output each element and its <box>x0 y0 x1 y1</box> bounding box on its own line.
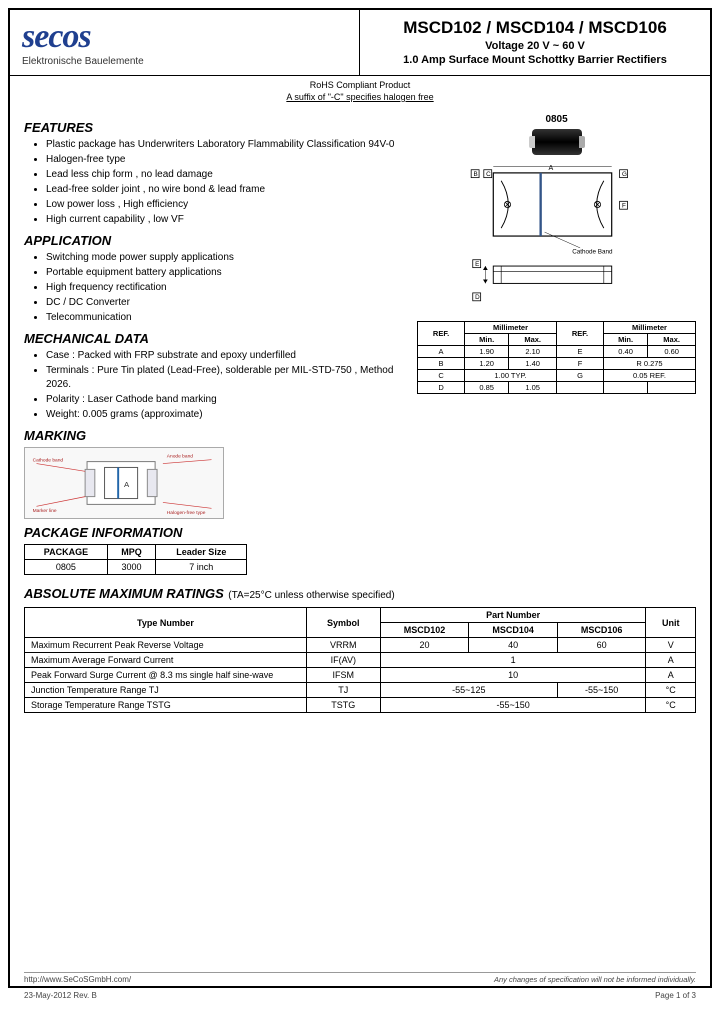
pkg-c1: 0805 <box>25 560 108 575</box>
table-row: A1.902.10E0.400.60 <box>418 346 696 358</box>
svg-text:E: E <box>475 261 479 268</box>
table-row: Storage Temperature Range TSTGTSTG-55~15… <box>25 698 696 713</box>
marking-heading: MARKING <box>24 428 409 443</box>
application-heading: APPLICATION <box>24 233 409 248</box>
ratings-table: Type Number Symbol Part Number Unit MSCD… <box>24 607 696 713</box>
footer-date: 23-May-2012 Rev. B <box>24 991 97 1000</box>
right-column: 0805 B C A <box>417 114 696 575</box>
content-area: FEATURES Plastic package has Underwriter… <box>10 108 710 585</box>
list-item: Polarity : Laser Cathode band marking <box>46 393 409 407</box>
features-heading: FEATURES <box>24 120 409 135</box>
svg-text:Anode band: Anode band <box>167 454 194 460</box>
list-item: Halogen-free type <box>46 153 409 167</box>
left-column: FEATURES Plastic package has Underwriter… <box>24 114 409 575</box>
list-item: High current capability , low VF <box>46 213 409 227</box>
technical-drawing: B C A G F Cathode Band E D <box>417 165 696 315</box>
desc-line: 1.0 Amp Surface Mount Schottky Barrier R… <box>372 54 698 66</box>
rt-part: Part Number <box>380 608 646 623</box>
pkg-h2: MPQ <box>107 545 155 560</box>
features-list: Plastic package has Underwriters Laborat… <box>24 138 409 227</box>
logo-text: secos <box>22 18 347 56</box>
package-heading: PACKAGE INFORMATION <box>24 525 409 540</box>
svg-text:G: G <box>622 171 627 178</box>
rt-sym: Symbol <box>306 608 380 638</box>
list-item: Lead less chip form , no lead damage <box>46 168 409 182</box>
list-item: High frequency rectification <box>46 281 409 295</box>
list-item: Terminals : Pure Tin plated (Lead-Free),… <box>46 364 409 392</box>
rt-unit: Unit <box>646 608 696 638</box>
datasheet-page: secos Elektronische Bauelemente MSCD102 … <box>8 8 712 988</box>
rt-p3: MSCD106 <box>557 623 646 638</box>
table-row: Maximum Average Forward CurrentIF(AV)1A <box>25 653 696 668</box>
pkg-h1: PACKAGE <box>25 545 108 560</box>
footer-url: http://www.SeCoSGmbH.com/ <box>24 975 131 984</box>
table-row: D0.851.05 <box>418 382 696 394</box>
table-row: C1.00 TYP.G0.05 REF. <box>418 370 696 382</box>
dimension-table: REF. Millimeter REF. Millimeter Min. Max… <box>417 321 696 394</box>
footer: http://www.SeCoSGmbH.com/ Any changes of… <box>24 972 696 984</box>
footer-page: Page 1 of 3 <box>655 991 696 1000</box>
logo-cell: secos Elektronische Bauelemente <box>10 10 360 75</box>
rt-p1: MSCD102 <box>380 623 469 638</box>
logo-subtitle: Elektronische Bauelemente <box>22 56 347 67</box>
chip-code: 0805 <box>417 114 696 125</box>
svg-text:B: B <box>474 171 478 178</box>
rohs-line1: RoHS Compliant Product <box>10 80 710 90</box>
list-item: DC / DC Converter <box>46 296 409 310</box>
cathode-label: Cathode Band <box>572 248 613 255</box>
rt-p2: MSCD104 <box>469 623 558 638</box>
package-table: PACKAGE MPQ Leader Size 0805 3000 7 inch <box>24 544 247 575</box>
voltage-line: Voltage 20 V ~ 60 V <box>372 40 698 52</box>
pkg-c2: 3000 <box>107 560 155 575</box>
list-item: Case : Packed with FRP substrate and epo… <box>46 349 409 363</box>
pkg-h3: Leader Size <box>156 545 247 560</box>
svg-text:C: C <box>486 171 491 178</box>
list-item: Telecommunication <box>46 311 409 325</box>
mechanical-list: Case : Packed with FRP substrate and epo… <box>24 349 409 422</box>
table-row: Maximum Recurrent Peak Reverse VoltageVR… <box>25 638 696 653</box>
rohs-line2: A suffix of "-C" specifies halogen free <box>10 92 710 102</box>
svg-text:A: A <box>124 480 130 489</box>
footer-disclaimer: Any changes of specification will not be… <box>494 975 696 984</box>
title-cell: MSCD102 / MSCD104 / MSCD106 Voltage 20 V… <box>360 10 710 75</box>
dim-ref2: REF. <box>557 322 604 346</box>
marking-diagram: A Cathode band Anode band Marker line Ha… <box>24 447 224 519</box>
ratings-note: (TA=25°C unless otherwise specified) <box>228 590 394 601</box>
list-item: Switching mode power supply applications <box>46 251 409 265</box>
footer-bottom: 23-May-2012 Rev. B Page 1 of 3 <box>24 989 696 1000</box>
table-row: B1.201.40FR 0.275 <box>418 358 696 370</box>
ratings-heading: ABSOLUTE MAXIMUM RATINGS <box>24 586 224 601</box>
chip-icon <box>532 129 582 155</box>
svg-text:Cathode band: Cathode band <box>33 458 64 464</box>
list-item: Plastic package has Underwriters Laborat… <box>46 138 409 152</box>
svg-text:D: D <box>475 294 480 301</box>
pkg-c3: 7 inch <box>156 560 247 575</box>
svg-text:A: A <box>549 165 554 172</box>
svg-text:Marker line: Marker line <box>33 508 57 514</box>
list-item: Portable equipment battery applications <box>46 266 409 280</box>
product-title: MSCD102 / MSCD104 / MSCD106 <box>372 18 698 38</box>
list-item: Lead-free solder joint , no wire bond & … <box>46 183 409 197</box>
list-item: Weight: 0.005 grams (approximate) <box>46 408 409 422</box>
dim-ref1: REF. <box>418 322 465 346</box>
table-row: Peak Forward Surge Current @ 8.3 ms sing… <box>25 668 696 683</box>
svg-text:F: F <box>622 203 626 210</box>
dim-mm2: Millimeter <box>603 322 695 334</box>
header: secos Elektronische Bauelemente MSCD102 … <box>10 10 710 76</box>
mechanical-heading: MECHANICAL DATA <box>24 331 409 346</box>
ratings-section: ABSOLUTE MAXIMUM RATINGS (TA=25°C unless… <box>10 585 710 723</box>
rt-type: Type Number <box>25 608 307 638</box>
svg-text:Halogen-free type: Halogen-free type <box>167 510 206 516</box>
dim-mm1: Millimeter <box>465 322 557 334</box>
list-item: Low power loss , High efficiency <box>46 198 409 212</box>
application-list: Switching mode power supply applications… <box>24 251 409 325</box>
table-row: Junction Temperature Range TJTJ-55~125-5… <box>25 683 696 698</box>
